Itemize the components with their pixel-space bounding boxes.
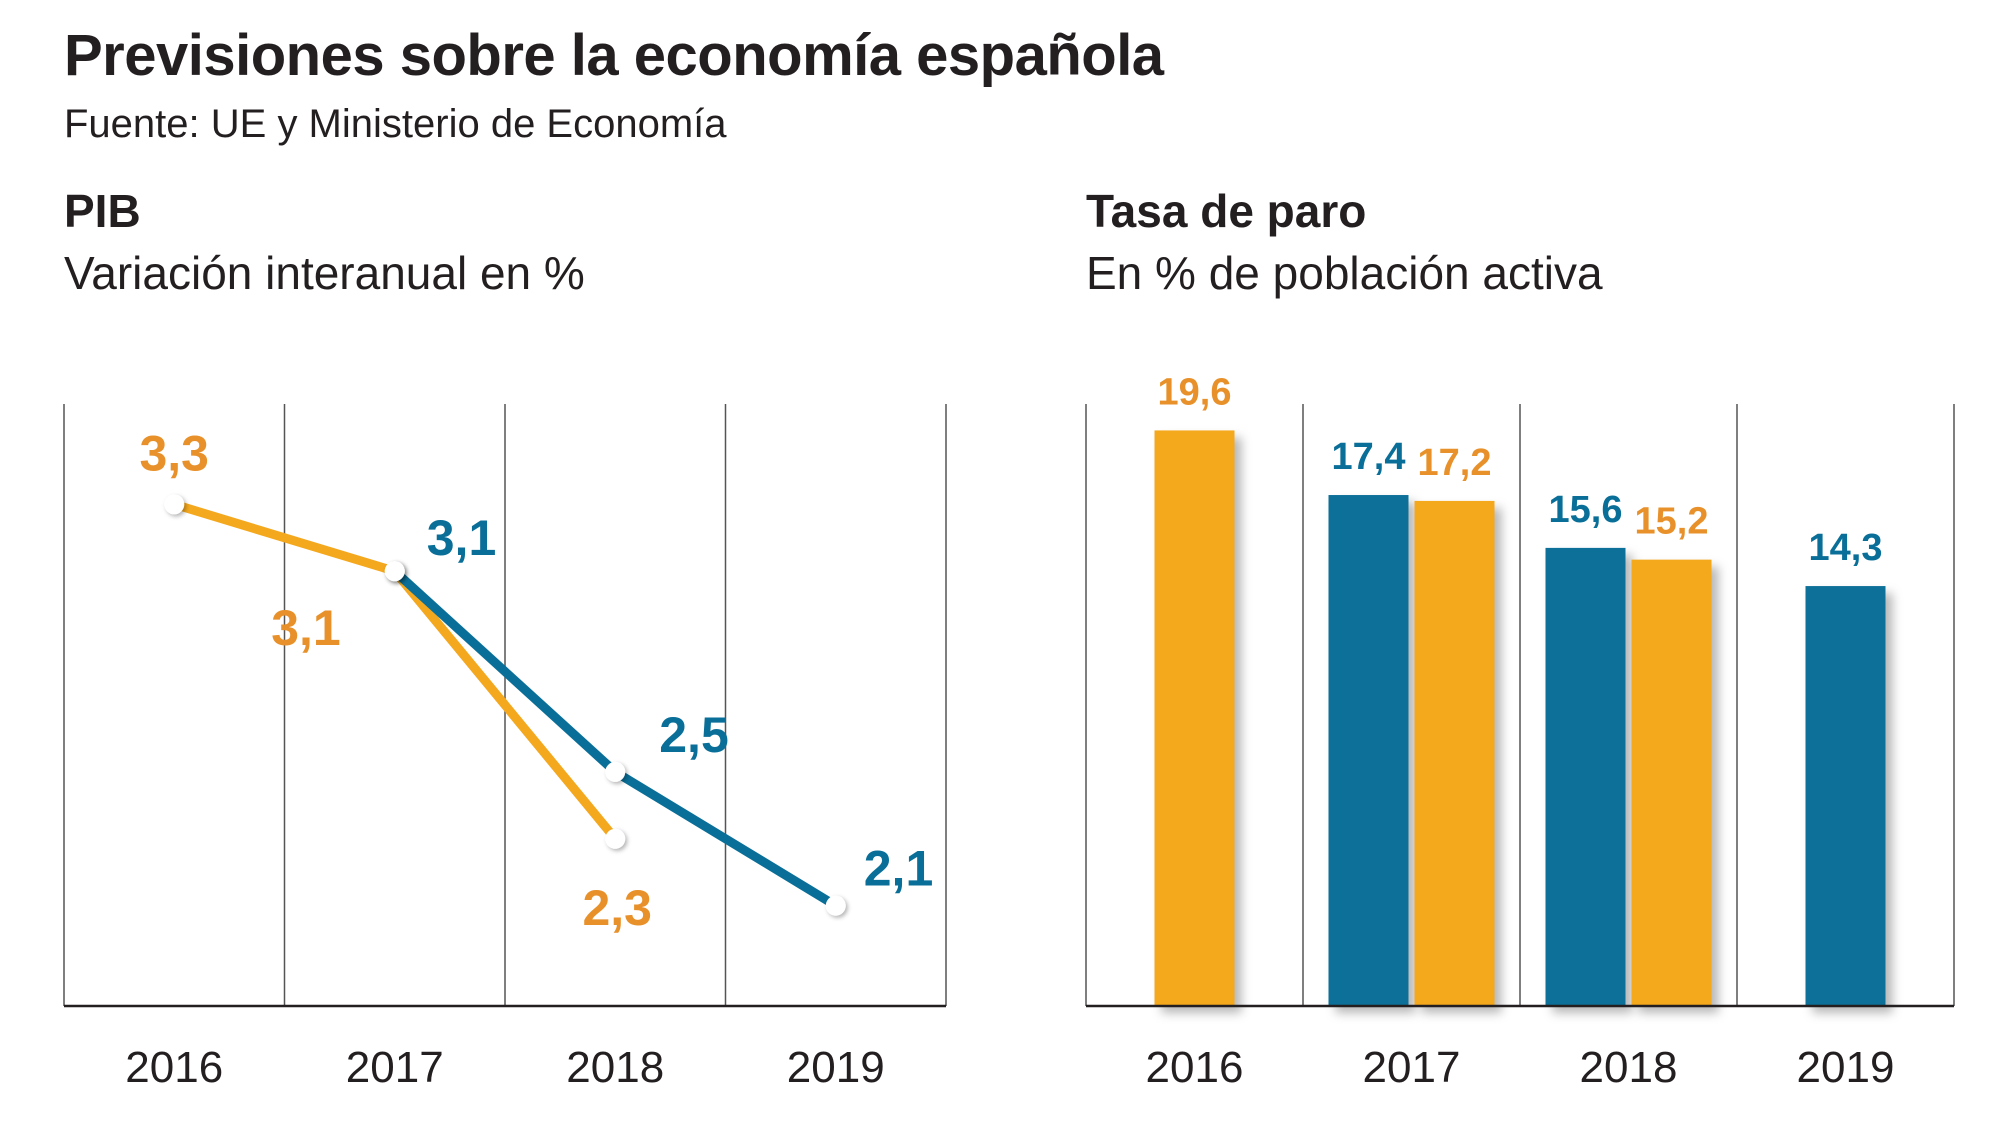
orange-bar (1414, 500, 1495, 1006)
pib-x-tick-label: 2019 (787, 1043, 885, 1092)
paro-x-tick-label: 2017 (1363, 1043, 1461, 1092)
pib-panel-title: PIB (64, 185, 141, 237)
paro-panel-title: Tasa de paro (1086, 185, 1367, 237)
pib-x-tick-label: 2016 (125, 1043, 223, 1092)
pib-panel-subtitle: Variación interanual en % (64, 247, 585, 299)
orange-data-point (605, 828, 626, 849)
blue-series-line (390, 566, 841, 911)
blue-data-point (825, 895, 846, 916)
paro-x-tick-label: 2016 (1146, 1043, 1244, 1092)
paro-x-tick-label: 2018 (1580, 1043, 1678, 1092)
orange-data-point (164, 494, 185, 515)
pib-x-tick-label: 2017 (346, 1043, 444, 1092)
orange-series-line (169, 499, 620, 844)
paro-x-tick-label: 2019 (1797, 1043, 1895, 1092)
blue-bar-label: 14,3 (1809, 527, 1883, 569)
blue-bar (1805, 586, 1886, 1006)
orange-data-label: 3,1 (271, 600, 341, 656)
blue-data-label: 2,1 (864, 841, 934, 897)
chart-title: Previsiones sobre la economía española (64, 23, 1164, 88)
pib-x-tick-label: 2018 (566, 1043, 664, 1092)
orange-bar-label: 19,6 (1158, 371, 1232, 413)
paro-panel-subtitle: En % de población activa (1086, 247, 1603, 299)
blue-data-label: 2,5 (659, 707, 729, 763)
orange-bar-label: 17,2 (1418, 442, 1492, 484)
chart-source: Fuente: UE y Ministerio de Economía (64, 102, 727, 146)
blue-bar-label: 15,6 (1549, 489, 1623, 531)
orange-bar (1154, 430, 1235, 1006)
pib-line-chart: 2016 2017 2018 2019 3,3 3,1 2,3 3,1 2,5 2,1 (63, 404, 947, 1092)
paro-bar-chart: 2016 19,6 2017 17,4 17,2 2018 15,6 15,2 2019 14,3 (1085, 371, 1955, 1092)
orange-data-label: 2,3 (582, 880, 652, 936)
blue-bar (1545, 547, 1626, 1006)
blue-data-point (384, 561, 405, 582)
blue-bar-label: 17,4 (1332, 436, 1406, 478)
blue-data-label: 3,1 (427, 510, 497, 566)
blue-bar (1328, 495, 1409, 1006)
orange-bar-label: 15,2 (1635, 501, 1709, 543)
orange-bar (1631, 559, 1712, 1006)
orange-data-label: 3,3 (139, 425, 209, 481)
blue-data-point (605, 761, 626, 782)
